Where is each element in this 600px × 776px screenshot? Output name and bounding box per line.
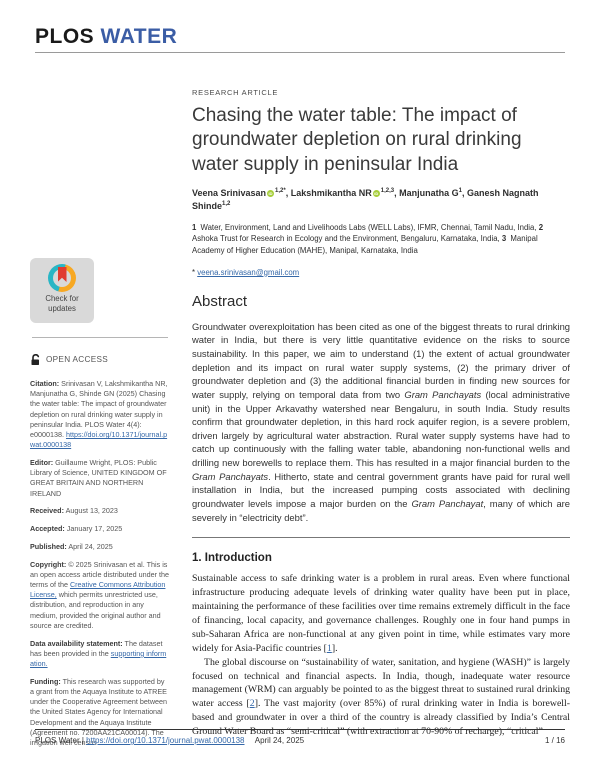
sidebar-entry: Editor: Guillaume Wright, PLOS: Public L… bbox=[30, 458, 170, 499]
author-name: Manjunatha G bbox=[399, 187, 459, 198]
sidebar-entry: Accepted: January 17, 2025 bbox=[30, 524, 170, 534]
footer-journal-name: PLOS Water bbox=[35, 736, 80, 745]
text-segment: Groundwater overexploitation has been ci… bbox=[192, 320, 570, 400]
affiliation-text: Ashoka Trust for Research in Ecology and… bbox=[192, 234, 502, 244]
sidebar-entry-label: Citation: bbox=[30, 379, 60, 388]
sidebar-entry-label: Editor: bbox=[30, 458, 54, 468]
sidebar-entry: Citation: Srinivasan V, Lakshmikantha NR… bbox=[30, 379, 170, 451]
affiliation-number: 1 bbox=[192, 222, 197, 232]
abstract-heading: Abstract bbox=[192, 292, 248, 310]
reference-link[interactable]: 2 bbox=[249, 698, 255, 710]
text-segment: The dataset has been provided in the bbox=[30, 638, 163, 658]
sidebar-entry-link[interactable]: Creative Commons Attribution License, bbox=[30, 580, 166, 600]
text-segment: April 24, 2025 bbox=[66, 541, 113, 551]
journal-logo[interactable]: PLOS WATER bbox=[35, 25, 565, 49]
sidebar-entry: Received: August 13, 2023 bbox=[30, 506, 170, 516]
sidebar-entry: Copyright: © 2025 Srinivasan et al. This… bbox=[30, 560, 170, 632]
author: Lakshmikantha NR iD 1,2,3 bbox=[291, 188, 394, 198]
check-updates-badge[interactable]: Check for updates bbox=[30, 258, 94, 323]
page-number: 1 / 16 bbox=[544, 736, 565, 745]
author-name: Ganesh Nagnath Shinde bbox=[192, 187, 539, 212]
sidebar-entry-label: Accepted: bbox=[30, 524, 65, 534]
author-affiliation-sup: 1,2 bbox=[222, 201, 231, 208]
article-sidebar: Check for updates OPEN ACCESS Citation: … bbox=[30, 258, 170, 756]
text-segment: . Hitherto, state and central government… bbox=[192, 470, 570, 509]
footer-separator: | bbox=[81, 736, 84, 745]
author-name: Veena Srinivasan bbox=[192, 187, 267, 198]
open-lock-icon bbox=[31, 354, 40, 365]
journal-masthead: PLOS WATER bbox=[35, 25, 565, 49]
sidebar-entry-label: Received: bbox=[30, 506, 64, 516]
sidebar-entry-label: Data availability statement: bbox=[30, 638, 123, 648]
affiliations: 1 Water, Environment, Land and Livelihoo… bbox=[192, 222, 570, 256]
sidebar-entry: Data availability statement: The dataset… bbox=[30, 639, 170, 670]
author: Veena Srinivasan iD 1,2* bbox=[192, 188, 286, 198]
correspondence-line: * veena.srinivasan@gmail.com bbox=[192, 268, 570, 277]
text-segment: (local administrative unit) in the Upper… bbox=[192, 388, 570, 469]
text-segment: The global discourse on “sustainability … bbox=[192, 656, 570, 710]
italic-text: Gram Panchayats bbox=[192, 470, 269, 482]
open-access-row: OPEN ACCESS bbox=[30, 354, 170, 366]
abstract-divider bbox=[192, 537, 570, 539]
sidebar-entry-label: Published: bbox=[30, 541, 67, 551]
footer-date: April 24, 2025 bbox=[254, 736, 305, 745]
introduction-text: Sustainable access to safe drinking wate… bbox=[192, 572, 570, 739]
crossmark-bookmark-icon bbox=[57, 267, 67, 282]
check-updates-label: Check for updates bbox=[45, 294, 79, 313]
abstract-text: Groundwater overexploitation has been ci… bbox=[192, 320, 570, 524]
affiliation-text: Manipal Academy of Higher Education (MAH… bbox=[192, 234, 538, 255]
footer-left: PLOS Water | https://doi.org/10.1371/jou… bbox=[35, 736, 304, 745]
author-list: Veena Srinivasan iD 1,2*, Lakshmikantha NR… bbox=[192, 187, 539, 212]
sidebar-entry-label: Copyright: bbox=[30, 559, 67, 569]
text-segment: Sustainable access to safe drinking wate… bbox=[192, 573, 570, 654]
sidebar-entry: Published: April 24, 2025 bbox=[30, 542, 170, 552]
text-segment: ]. bbox=[331, 642, 338, 654]
text-segment: August 13, 2023 bbox=[63, 506, 118, 516]
article-title: Chasing the water table: The impact of g… bbox=[192, 105, 522, 175]
article-main: RESEARCH ARTICLE Chasing the water table… bbox=[192, 88, 570, 739]
italic-text: Gram Panchayats bbox=[404, 388, 482, 400]
correspondence-email-link[interactable]: veena.srinivasan@gmail.com bbox=[197, 267, 300, 277]
sidebar-metadata: Citation: Srinivasan V, Lakshmikantha NR… bbox=[30, 379, 170, 748]
orcid-icon[interactable]: iD bbox=[267, 189, 275, 197]
orcid-icon[interactable]: iD bbox=[372, 189, 380, 197]
reference-link[interactable]: 1 bbox=[326, 642, 332, 654]
author: Manjunatha G1 bbox=[399, 188, 462, 198]
introduction-paragraph: The global discourse on “sustainability … bbox=[192, 656, 570, 739]
author: Ganesh Nagnath Shinde1,2 bbox=[192, 188, 539, 212]
text-segment: ]. The vast majority (over 85%) of rural… bbox=[192, 698, 571, 738]
affiliation-number: 3 bbox=[501, 234, 507, 244]
author-affiliation-sup: 1,2,3 bbox=[380, 187, 395, 194]
text-segment: which permits unrestricted use, distribu… bbox=[30, 590, 161, 630]
text-segment: , many of which are severely in “electri… bbox=[192, 497, 570, 523]
footer-doi-link[interactable]: https://doi.org/10.1371/journal.pwat.000… bbox=[86, 736, 245, 745]
page-footer: PLOS Water | https://doi.org/10.1371/jou… bbox=[35, 729, 565, 745]
text-segment: © 2025 Srinivasan et al. This is an open… bbox=[30, 559, 170, 589]
open-access-label: OPEN ACCESS bbox=[46, 355, 108, 365]
article-type-kicker: RESEARCH ARTICLE bbox=[192, 88, 279, 97]
author-name: Lakshmikantha NR bbox=[290, 187, 372, 198]
affiliation-number: 2 bbox=[538, 222, 544, 232]
sidebar-entry-label: Funding: bbox=[30, 676, 61, 686]
author-affiliation-sup: 1,2* bbox=[275, 187, 286, 194]
introduction-paragraph: Sustainable access to safe drinking wate… bbox=[192, 572, 570, 655]
sidebar-entry-link[interactable]: https://doi.org/10.1371/journal.pwat.000… bbox=[30, 430, 168, 450]
masthead-divider bbox=[35, 52, 565, 53]
sidebar-entry-link[interactable]: supporting information. bbox=[30, 648, 167, 669]
correspondence-marker: * bbox=[192, 267, 196, 277]
introduction-heading: 1. Introduction bbox=[192, 552, 272, 565]
author-affiliation-sup: 1 bbox=[458, 187, 463, 194]
affiliation-text: Water, Environment, Land and Livelihoods… bbox=[198, 222, 539, 232]
crossmark-icon bbox=[48, 264, 76, 292]
text-segment: January 17, 2025 bbox=[64, 524, 123, 534]
text-segment: This research was supported by a grant f… bbox=[30, 676, 168, 748]
logo-plos: PLOS bbox=[35, 25, 95, 48]
sidebar-entry: Funding: This research was supported by … bbox=[30, 677, 170, 749]
text-segment: Srinivasan V, Lakshmikantha NR, Manjunat… bbox=[30, 379, 168, 440]
logo-water: WATER bbox=[100, 25, 178, 48]
text-segment: Guillaume Wright, PLOS: Public Library o… bbox=[30, 458, 167, 498]
sidebar-divider bbox=[32, 337, 168, 338]
italic-text: Gram Panchayat bbox=[411, 497, 484, 509]
